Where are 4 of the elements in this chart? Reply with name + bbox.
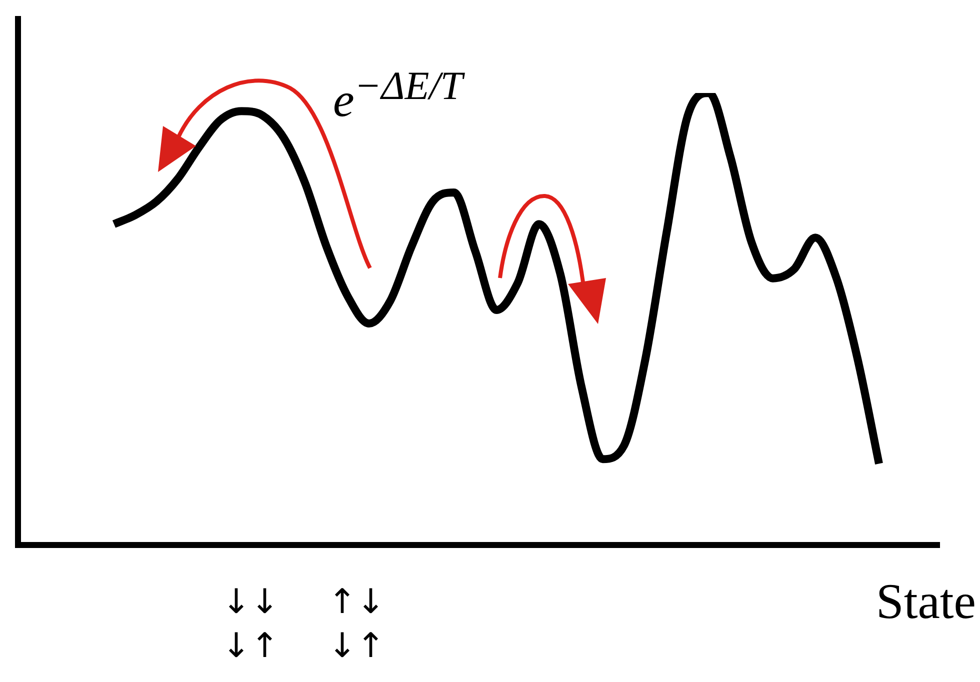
text: ↑↓ ↓↑ — [328, 581, 385, 668]
annotation: e$^{−ΔE/T}$ — [333, 62, 463, 128]
text: ↓↓ ↓↑ — [222, 581, 279, 668]
x-axis-title: State — [876, 572, 976, 630]
